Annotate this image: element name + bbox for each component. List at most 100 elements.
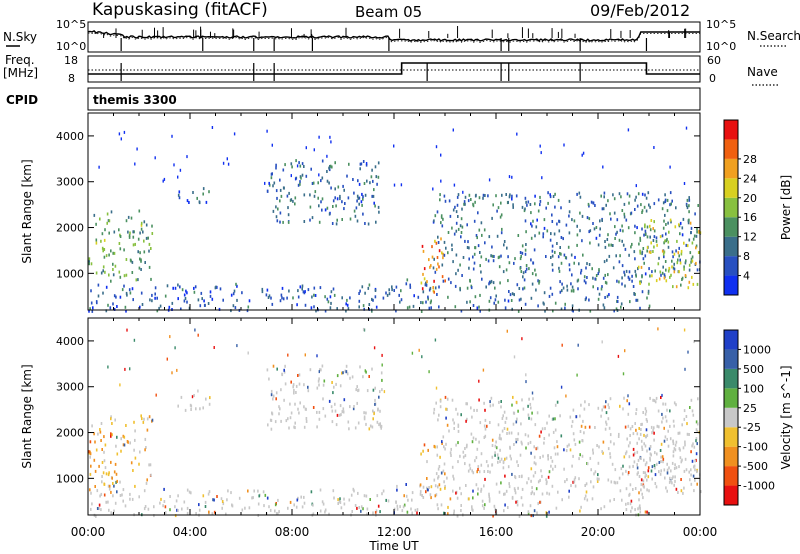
echo-cell [588,298,590,302]
echo-cell [628,402,631,406]
echo-cell [522,287,524,291]
echo-cell [517,432,520,436]
echo-cell [508,195,511,199]
echo-cell [113,484,115,488]
y-tick-label: 2000 [56,222,84,235]
echo-cell [220,497,223,501]
echo-cell [474,194,477,198]
echo-cell [476,408,478,412]
echo-cell [586,498,589,502]
echo-cell [218,307,221,311]
echo-cell [301,505,304,509]
echo-cell [361,192,363,196]
freq-line [88,62,700,75]
colorbar-swatch [724,158,738,179]
echo-cell [95,448,98,452]
echo-cell [602,405,605,409]
echo-cell [347,196,350,200]
echo-cell [685,415,688,418]
echo-cell [248,506,251,510]
echo-cell [695,428,698,432]
echo-cell [524,196,527,200]
echo-cell [626,437,628,441]
echo-cell [579,453,581,457]
echo-cell [455,491,457,495]
echo-cell [127,230,129,234]
echo-cell [472,496,474,500]
echo-cell [580,424,583,428]
echo-cell [331,222,334,225]
echo-cell [475,456,478,460]
echo-cell [434,270,437,274]
echo-cell [625,218,628,222]
echo-cell [647,289,650,293]
echo-cell [525,380,527,384]
echo-cell [372,179,374,183]
colorbar-frame [723,119,739,296]
echo-cell [508,431,511,435]
echo-cell [142,420,145,424]
echo-cell [517,409,519,413]
echo-cell [472,255,474,259]
echo-cell [139,251,141,255]
echo-cell [246,309,249,313]
echo-cell [102,291,104,295]
echo-cell [460,231,463,234]
echo-cell [326,179,329,183]
echo-cell [644,475,646,479]
echo-cell [579,509,581,513]
echo-cell [354,504,357,507]
echo-cell [164,505,167,509]
echo-cell [635,408,638,412]
echo-cell [339,501,342,504]
echo-cell [696,282,699,286]
echo-cell [156,309,159,313]
echo-cell [554,403,557,407]
echo-cell [641,250,644,254]
echo-cell [515,440,518,444]
echo-cell [337,498,339,502]
echo-cell [314,190,317,194]
echo-cell [106,221,108,225]
echo-cell [143,250,146,254]
echo-cell [604,240,606,243]
echo-cell [524,252,527,256]
echo-cell [378,423,380,427]
echo-cell [570,282,572,286]
echo-cell [341,410,344,414]
echo-cell [108,253,110,257]
echo-cell [547,454,549,458]
echo-cell [364,222,366,225]
echo-cell [548,433,550,437]
echo-cell [418,348,420,352]
echo-cell [148,415,151,419]
echo-cell [473,219,476,223]
echo-cell [627,444,630,448]
echo-cell [559,280,561,284]
echo-cell [421,494,423,497]
echo-cell [677,491,679,494]
echo-cell [461,225,464,229]
echo-cell [521,205,524,209]
echo-cell [105,254,108,258]
echo-cell [481,277,483,281]
echo-cell [178,190,181,194]
echo-cell [692,237,695,241]
echo-cell [446,407,448,411]
colorbar-tick-label: 500 [743,363,764,376]
echo-cell [649,445,652,448]
echo-cell [366,389,369,393]
echo-cell [427,448,429,452]
echo-cell [462,190,464,194]
echo-cell [663,250,666,254]
echo-cell [647,511,649,515]
echo-cell [641,492,643,496]
echo-cell [443,194,446,198]
echo-cell [122,499,124,503]
echo-cell [557,255,560,259]
echo-cell [682,446,685,450]
echo-cell [295,391,297,394]
echo-cell [225,512,227,516]
cpid-panel [87,87,701,111]
echo-cell [559,290,562,294]
